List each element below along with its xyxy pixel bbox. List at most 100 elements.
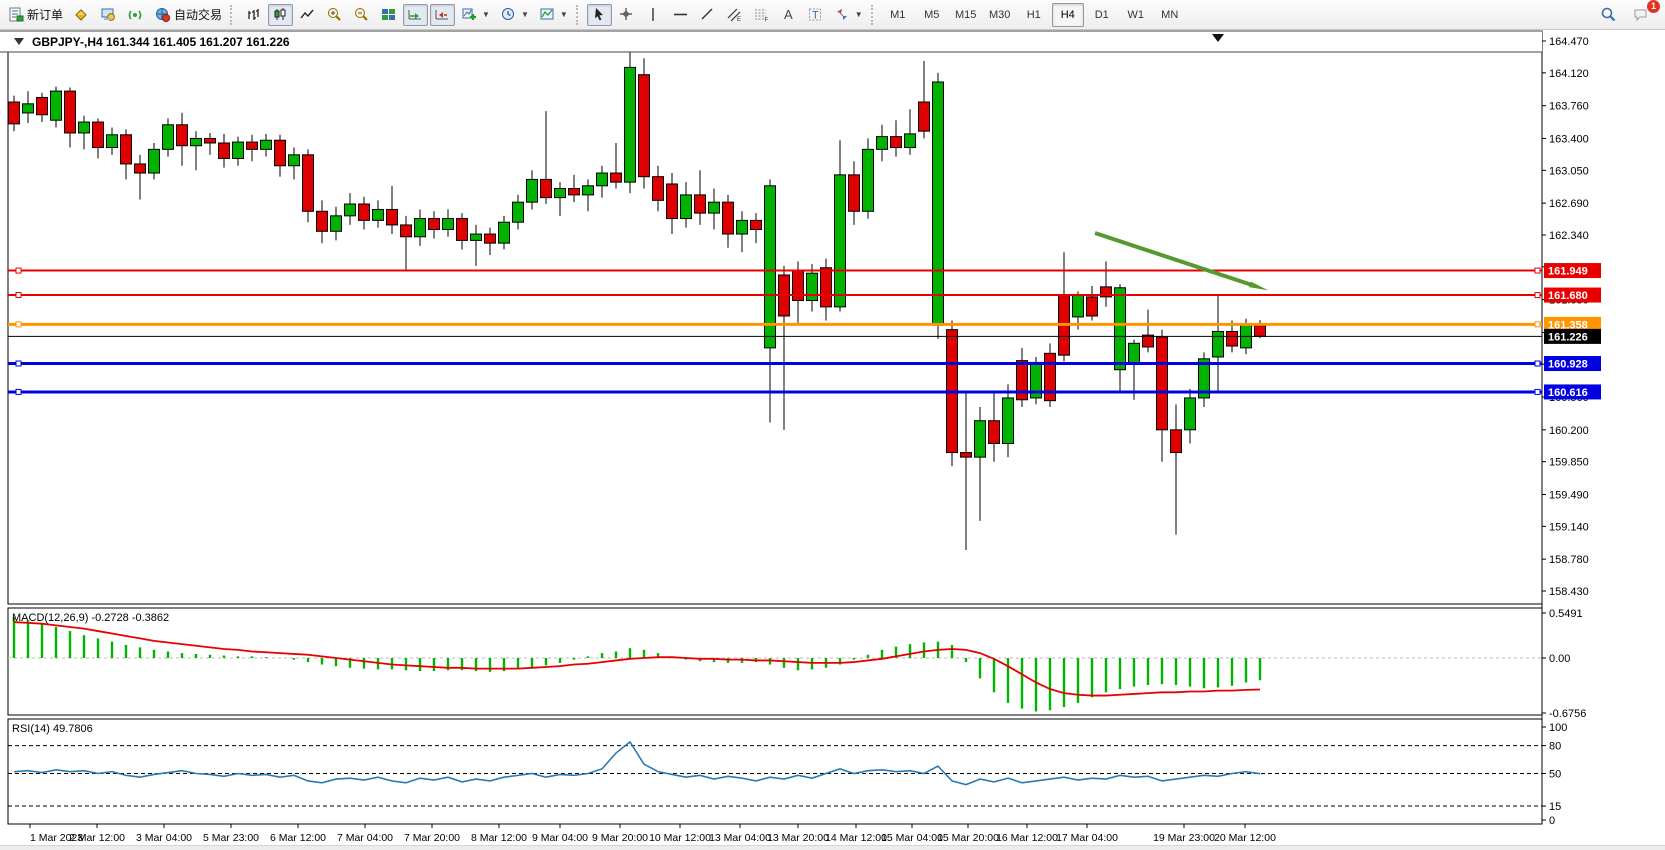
candlestick: [736, 219, 748, 235]
hline-anchor[interactable]: [1534, 267, 1541, 274]
dropdown-caret-icon[interactable]: ▼: [854, 10, 863, 19]
candlestick: [148, 148, 160, 174]
candlestick: [624, 66, 636, 183]
price-line-label-text: 161.680: [1548, 290, 1588, 302]
candlestick: [904, 133, 916, 149]
candlestick: [918, 101, 930, 132]
market-depth-button[interactable]: [69, 4, 94, 26]
candlestick: [540, 178, 552, 199]
zoom-out-button[interactable]: [349, 4, 374, 26]
candlestick: [1254, 325, 1266, 337]
timeframe-h4[interactable]: H4: [1051, 2, 1084, 27]
chart-canvas[interactable]: 164.470 164.120 163.760 163.400 163.050 162.6…: [0, 30, 1665, 850]
candlestick: [1156, 336, 1168, 431]
terminal-button[interactable]: [96, 4, 121, 26]
candlestick: [876, 136, 888, 150]
hline-anchor[interactable]: [15, 292, 22, 299]
market-depth-icon: [73, 6, 90, 23]
fibonacci-button[interactable]: F: [749, 4, 774, 26]
price-line-label: [1544, 263, 1601, 279]
dropdown-caret-icon[interactable]: ▼: [559, 10, 568, 19]
crosshair-button[interactable]: [614, 4, 639, 26]
price-axis-label: 163.760: [1549, 101, 1589, 113]
dropdown-caret-icon[interactable]: ▼: [520, 10, 529, 19]
timeframe-mn[interactable]: MN: [1161, 8, 1179, 21]
hline-anchor[interactable]: [15, 267, 22, 274]
vertical-line-button[interactable]: [641, 4, 666, 26]
text-button[interactable]: A: [776, 4, 801, 26]
cursor-button[interactable]: [586, 3, 612, 26]
hline-anchor[interactable]: [1534, 292, 1541, 299]
toolbar-separator: [870, 4, 878, 25]
chat-icon: [1633, 6, 1650, 23]
timeframe-m1[interactable]: M1: [890, 8, 906, 21]
arrows-button[interactable]: ▼: [830, 4, 867, 26]
price-axis-label: 158.780: [1549, 554, 1589, 566]
line-chart-button[interactable]: [295, 4, 320, 26]
templates-button[interactable]: ▼: [535, 4, 572, 26]
chart-menu-triangle-icon[interactable]: [14, 38, 24, 45]
timeframe-h1[interactable]: H1: [1026, 8, 1041, 21]
hline-anchor[interactable]: [1534, 388, 1541, 395]
line-chart-icon: [299, 6, 316, 23]
autotrading-button[interactable]: 自动交易: [150, 4, 226, 26]
rsi-axis-label: 80: [1549, 741, 1561, 753]
candlesticks: [8, 51, 1266, 551]
indicators-button[interactable]: ▼: [457, 4, 494, 26]
date-axis-label: 5 Mar 23:00: [203, 832, 259, 844]
candlestick: [582, 185, 594, 196]
tile-windows-button[interactable]: [376, 4, 401, 26]
chart-window[interactable]: 164.470 164.120 163.760 163.400 163.050 162.6…: [0, 30, 1665, 850]
autotrading-icon: [154, 6, 171, 23]
candlestick: [134, 163, 146, 174]
chart-shift-button[interactable]: [430, 3, 456, 26]
hline-anchor[interactable]: [1534, 360, 1541, 367]
timeframe-w1[interactable]: W1: [1127, 8, 1144, 21]
dropdown-caret-icon[interactable]: ▼: [482, 10, 490, 19]
channel-button[interactable]: E: [722, 4, 747, 26]
candlestick: [414, 218, 426, 238]
search-button[interactable]: [1596, 4, 1621, 26]
hline-anchor[interactable]: [15, 321, 22, 328]
timeframe-m5[interactable]: M5: [924, 8, 940, 21]
svg-text:E: E: [737, 17, 741, 23]
hline-anchor[interactable]: [15, 388, 22, 395]
hline-anchor[interactable]: [15, 360, 22, 367]
candlestick: [820, 267, 832, 308]
macd-label: MACD(12,26,9) -0.2728 -0.3862: [12, 612, 169, 624]
price-axis-label: 159.850: [1549, 457, 1589, 469]
timeframe-m15[interactable]: M15: [955, 8, 977, 21]
rsi-panel[interactable]: [7, 718, 1543, 825]
bar-chart-icon: [245, 6, 262, 23]
timeframes-group: M1 M5 M15 M30 H1 H4 D1 W1 MN: [881, 1, 1187, 29]
candlestick: [372, 208, 384, 221]
trendline-button[interactable]: [695, 4, 720, 26]
candlestick: [36, 96, 48, 116]
horizontal-line-button[interactable]: [668, 4, 693, 26]
hline-anchor[interactable]: [1534, 321, 1541, 328]
candlestick: [176, 124, 188, 147]
candlestick: [652, 176, 664, 201]
date-axis-label: 2 Mar 12:00: [69, 832, 125, 844]
notifications-button[interactable]: 1: [1629, 0, 1660, 26]
autotrading-label: 自动交易: [174, 8, 223, 22]
macd-axis-label: 0.5491: [1549, 608, 1583, 620]
periods-button[interactable]: ▼: [496, 4, 533, 26]
macd-axis-label: 0.00: [1549, 653, 1570, 665]
candlestick: [666, 183, 678, 220]
new-order-button[interactable]: 新订单: [3, 4, 67, 26]
timeframe-m30[interactable]: M30: [989, 8, 1011, 21]
candlestick-button[interactable]: [268, 3, 294, 26]
signals-button[interactable]: [123, 4, 148, 26]
candlestick: [722, 201, 734, 235]
chart-shift-marker[interactable]: [1212, 34, 1224, 42]
bar-chart-button[interactable]: [241, 4, 266, 26]
label-button[interactable]: T: [803, 4, 828, 26]
trend-arrow-annotation[interactable]: [1094, 231, 1256, 288]
zoom-in-button[interactable]: [322, 4, 347, 26]
timeframe-d1[interactable]: D1: [1094, 8, 1109, 21]
auto-scroll-button[interactable]: [403, 3, 429, 26]
candlestick: [1072, 294, 1084, 318]
candlestick: [274, 139, 286, 167]
